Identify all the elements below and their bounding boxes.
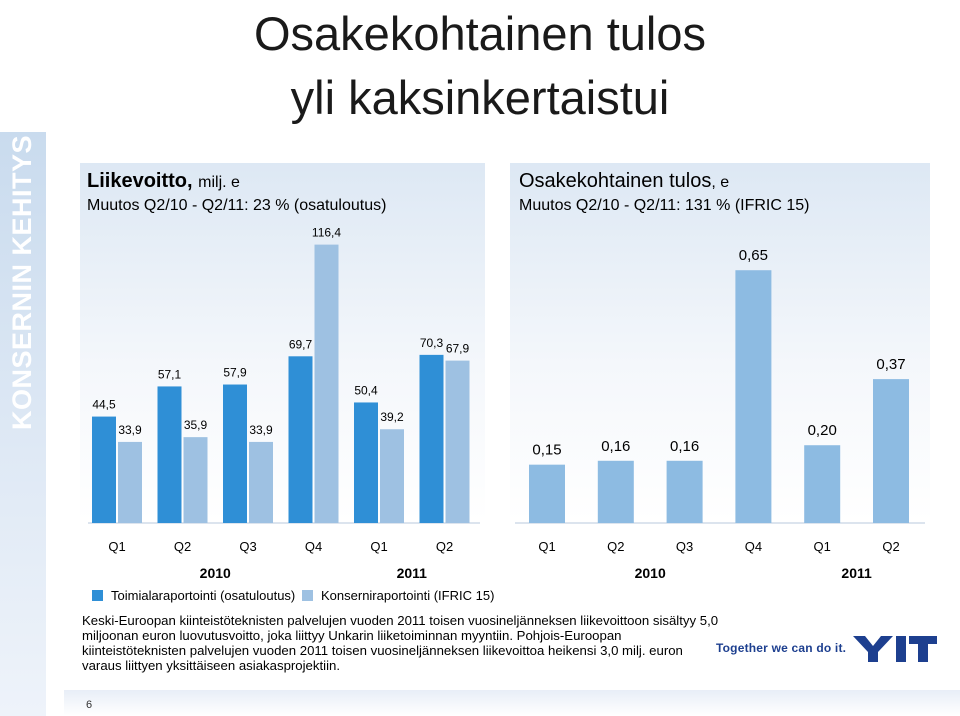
left-tick-label-2: Q2 (174, 539, 191, 554)
left-bar-s2-1 (118, 441, 142, 523)
left-bar-s1-4 (288, 356, 313, 523)
left-tick-label-6: Q2 (436, 539, 453, 554)
page-title-line2: yli kaksinkertaistui (290, 71, 670, 124)
footnote: Keski-Euroopan kiinteistöteknisten palve… (82, 613, 719, 673)
right-chart-panel (510, 163, 930, 611)
right-bar-1 (529, 464, 565, 523)
left-tick-label-1: Q1 (108, 539, 125, 554)
left-year-label-1: 2010 (200, 565, 231, 581)
right-tick-label-5: Q1 (814, 539, 831, 554)
left-bar-label-s1-5: 50,4 (354, 383, 378, 397)
sidebar-band (0, 132, 46, 716)
left-tick-label-4: Q4 (305, 539, 322, 554)
left-bar-s2-5 (380, 429, 404, 523)
left-bar-s1-6 (419, 354, 444, 523)
right-bar-label-2: 0,16 (601, 438, 630, 455)
left-chart-title-unit: milj. e (198, 174, 240, 191)
bottom-bar (64, 690, 960, 716)
slogan: Together we can do it. (716, 641, 847, 655)
right-chart-subtitle: Muutos Q2/10 - Q2/11: 131 % (IFRIC 15) (519, 197, 810, 214)
legend-label-konserni: Konserniraportointi (IFRIC 15) (321, 588, 495, 603)
left-chart-panel (80, 163, 485, 611)
left-bar-label-s2-3: 33,9 (249, 423, 273, 437)
left-bar-s2-6 (445, 360, 470, 523)
left-bar-label-s2-1: 33,9 (118, 423, 142, 437)
left-bar-label-s2-5: 39,2 (380, 410, 404, 424)
left-tick-label-3: Q3 (239, 539, 256, 554)
right-bar-3 (666, 460, 703, 523)
page-number: 6 (86, 699, 93, 711)
right-tick-label-3: Q3 (676, 539, 693, 554)
page-title-line1: Osakekohtainen tulos (253, 7, 706, 60)
left-bar-label-s2-6: 67,9 (446, 342, 470, 356)
right-chart-title-unit: , e (711, 174, 730, 191)
left-bar-label-s1-1: 44,5 (92, 398, 116, 412)
right-bar-5 (804, 445, 841, 523)
left-bar-s2-3 (249, 441, 273, 523)
right-tick-label-6: Q2 (882, 539, 899, 554)
left-bar-s1-1 (92, 416, 116, 523)
left-bar-label-s1-4: 69,7 (289, 337, 313, 351)
left-chart-subtitle: Muutos Q2/10 - Q2/11: 23 % (osatuloutus) (87, 197, 387, 214)
right-chart-title: Osakekohtainen tulos, e (519, 170, 729, 193)
right-tick-label-1: Q1 (538, 539, 555, 554)
legend-item-konserni: Konserniraportointi (IFRIC 15) (302, 588, 494, 603)
left-bar-label-s2-2: 35,9 (184, 418, 208, 432)
right-bar-label-3: 0,16 (670, 438, 699, 455)
right-bar-6 (873, 379, 909, 523)
left-bar-label-s1-2: 57,1 (158, 367, 182, 381)
left-bar-s2-4 (314, 244, 339, 524)
legend-swatch-dark (92, 590, 103, 601)
left-chart-title: Liikevoitto, milj. e (87, 170, 240, 193)
right-bar-label-1: 0,15 (532, 442, 561, 459)
right-chart-title-main: Osakekohtainen tulos (519, 170, 712, 192)
left-chart-title-bold: Liikevoitto, (87, 170, 193, 192)
legend-item-toimiala: Toimialaraportointi (osatuloutus) (92, 588, 295, 603)
left-bar-label-s1-3: 57,9 (223, 366, 247, 380)
left-bar-label-s2-4: 116,4 (312, 226, 341, 240)
left-year-label-2: 2011 (397, 565, 428, 581)
legend-label-toimiala: Toimialaraportointi (osatuloutus) (111, 588, 296, 603)
right-bar-label-6: 0,37 (876, 356, 905, 373)
left-bar-s1-2 (157, 386, 182, 523)
left-bar-s1-3 (223, 384, 247, 523)
right-bar-label-4: 0,65 (739, 247, 768, 264)
right-tick-label-2: Q2 (607, 539, 624, 554)
right-bar-label-5: 0,20 (808, 422, 837, 439)
left-tick-label-5: Q1 (370, 539, 387, 554)
left-bar-s1-5 (354, 402, 378, 523)
left-bar-label-s1-6: 70,3 (420, 336, 444, 350)
right-bar-2 (597, 460, 634, 523)
right-tick-label-4: Q4 (745, 539, 762, 554)
right-year-label-1: 2010 (635, 565, 666, 581)
right-year-label-2: 2011 (841, 565, 872, 581)
left-bar-s2-2 (183, 437, 208, 523)
legend-swatch-light (302, 590, 313, 601)
yit-logo (853, 636, 937, 662)
right-bar-4 (735, 270, 772, 523)
